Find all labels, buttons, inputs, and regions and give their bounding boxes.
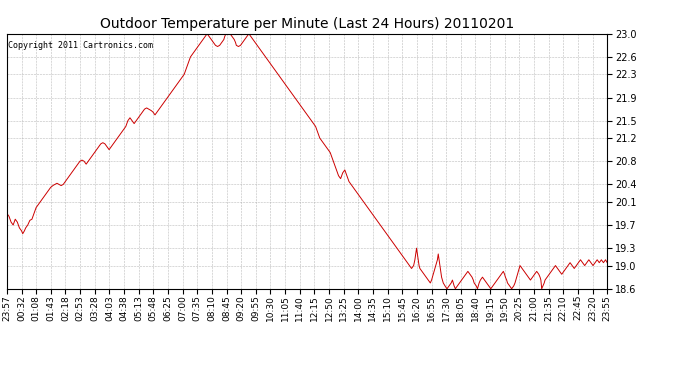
Text: Copyright 2011 Cartronics.com: Copyright 2011 Cartronics.com: [8, 41, 153, 50]
Title: Outdoor Temperature per Minute (Last 24 Hours) 20110201: Outdoor Temperature per Minute (Last 24 …: [100, 17, 514, 31]
